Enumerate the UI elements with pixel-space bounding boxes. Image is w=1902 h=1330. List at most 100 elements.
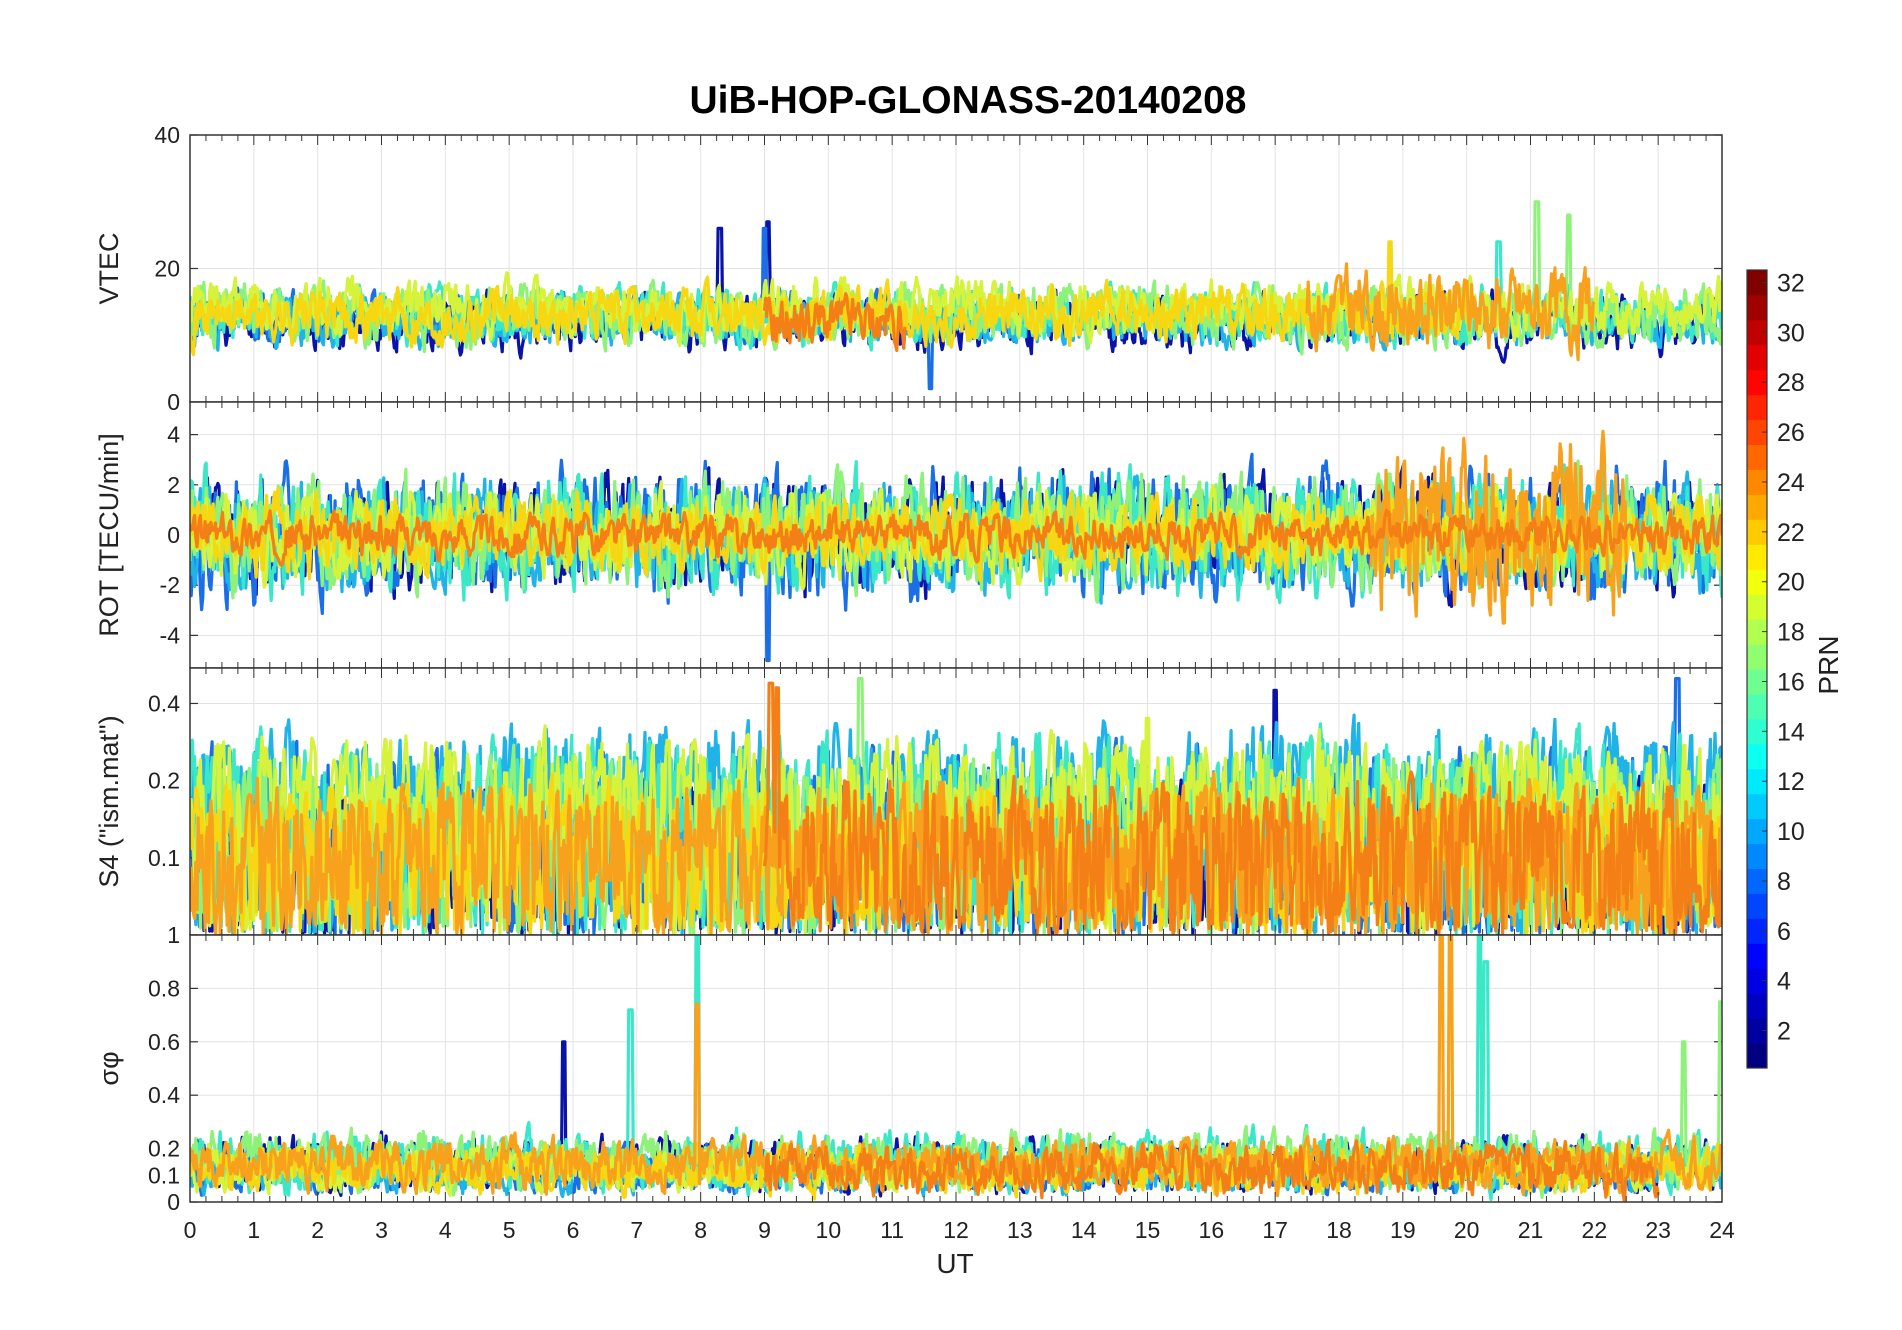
colorbar-segment: [1747, 993, 1767, 1019]
series-line: [190, 1141, 1722, 1201]
colorbar-tick-label: 24: [1777, 469, 1805, 497]
colorbar-segment: [1747, 644, 1767, 670]
series-group: [190, 200, 1722, 391]
x-tick-label: 6: [567, 1217, 580, 1243]
colorbar-tick-label: 8: [1777, 868, 1791, 896]
x-tick-label: 5: [503, 1217, 516, 1243]
x-tick-label: 22: [1582, 1217, 1608, 1243]
colorbar-tick-label: 22: [1777, 519, 1805, 547]
colorbar-segment: [1747, 843, 1767, 869]
series-group: [190, 429, 1722, 663]
colorbar-segment: [1747, 419, 1767, 446]
y-tick-label: 0: [167, 522, 180, 548]
y-tick-label: -2: [160, 572, 180, 598]
colorbar-segment: [1747, 693, 1767, 720]
series-line: [1305, 262, 1596, 362]
colorbar-segment: [1747, 270, 1767, 296]
y-axis-label: σφ: [94, 1051, 124, 1085]
colorbar-tick-label: 12: [1777, 768, 1805, 796]
x-tick-label: 11: [880, 1217, 904, 1243]
x-tick-label: 23: [1645, 1217, 1671, 1243]
x-tick-label: 9: [758, 1217, 771, 1243]
colorbar-tick-label: 10: [1777, 818, 1805, 846]
y-tick-label: -4: [160, 622, 181, 648]
x-tick-label: 16: [1199, 1217, 1225, 1243]
colorbar-segment: [1747, 369, 1767, 396]
y-tick-label: 40: [154, 122, 180, 148]
y-axis-label: S4 ("ism.mat"): [94, 715, 124, 887]
colorbar-segment: [1747, 868, 1767, 894]
colorbar-segment: [1747, 768, 1767, 795]
series-line: [763, 1138, 1660, 1202]
colorbar-tick-label: 30: [1777, 319, 1805, 347]
colorbar-segment: [1747, 718, 1767, 745]
x-axis-label: UT: [936, 1248, 973, 1279]
x-tick-label: 12: [943, 1217, 969, 1243]
x-tick-label: 4: [439, 1217, 452, 1243]
y-tick-label: 0.2: [148, 768, 180, 794]
y-tick-label: 0.1: [148, 845, 180, 871]
colorbar-tick-label: 16: [1777, 668, 1805, 696]
colorbar-tick-label: 18: [1777, 619, 1805, 647]
y-tick-label: 0.1: [148, 1162, 180, 1188]
series-group: [190, 676, 1722, 935]
y-tick-label: 0.8: [148, 975, 180, 1001]
colorbar-segment: [1747, 494, 1767, 520]
x-tick-label: 7: [630, 1217, 643, 1243]
y-tick-label: 0.4: [148, 690, 180, 716]
colorbar-segment: [1747, 519, 1767, 545]
x-tick-label: 10: [816, 1217, 842, 1243]
colorbar-tick-label: 32: [1777, 269, 1805, 297]
y-tick-label: 4: [167, 422, 180, 448]
x-tick-label: 14: [1071, 1217, 1097, 1243]
x-tick-label: 0: [184, 1217, 197, 1243]
y-tick-label: 0: [167, 389, 180, 415]
x-tick-label: 8: [694, 1217, 707, 1243]
colorbar-tick-label: 4: [1777, 968, 1791, 996]
y-tick-label: 0.4: [148, 1082, 180, 1108]
series-group: [190, 935, 1722, 1202]
x-tick-label: 24: [1709, 1217, 1735, 1243]
x-tick-label: 18: [1326, 1217, 1352, 1243]
colorbar-segment: [1747, 444, 1767, 470]
panel-rot: -4 -2 0 2 4 ROT [TECU/min]: [94, 401, 1723, 669]
y-axis-label: ROT [TECU/min]: [94, 433, 124, 637]
colorbar-tick-label: 26: [1777, 419, 1805, 447]
colorbar-tick-label: 20: [1777, 569, 1805, 597]
series-line: [190, 482, 1722, 583]
y-tick-label: 0: [167, 1189, 180, 1215]
colorbar-segment: [1747, 818, 1767, 845]
colorbar-segment: [1747, 743, 1767, 770]
x-tick-label: 15: [1135, 1217, 1161, 1243]
y-tick-label: 1: [167, 922, 180, 948]
chart-title: UiB-HOP-GLONASS-20140208: [689, 79, 1246, 122]
colorbar-segment: [1747, 893, 1767, 919]
colorbar-label: PRN: [1813, 635, 1844, 694]
colorbar-tick-label: 6: [1777, 918, 1791, 946]
y-axis-label: VTEC: [94, 232, 124, 304]
colorbar-segment: [1747, 1018, 1767, 1044]
colorbar-segment: [1747, 569, 1767, 595]
x-tick-label: 3: [375, 1217, 388, 1243]
colorbar-segment: [1747, 294, 1767, 321]
colorbar-segment: [1747, 1043, 1767, 1069]
series-line: [762, 292, 907, 352]
colorbar-segment: [1747, 394, 1767, 421]
x-tick-label: 1: [247, 1217, 260, 1243]
x-tick-label: 20: [1454, 1217, 1480, 1243]
colorbar-segment: [1747, 469, 1767, 495]
panel-vtec: 0 20 40 VTEC: [94, 122, 1723, 415]
series-line: [190, 506, 1722, 567]
colorbar-segment: [1747, 544, 1767, 570]
colorbar-segment: [1747, 594, 1767, 620]
x-tick-label: 19: [1390, 1217, 1416, 1243]
series-line: [1369, 429, 1628, 625]
x-tick-label: 17: [1262, 1217, 1288, 1243]
y-tick-label: 20: [154, 256, 180, 282]
panel-s4: 0.1 0.2 0.4 S4 ("ism.mat"): [94, 667, 1723, 936]
colorbar-segment: [1747, 943, 1767, 969]
colorbar-tick-label: 28: [1777, 369, 1805, 397]
